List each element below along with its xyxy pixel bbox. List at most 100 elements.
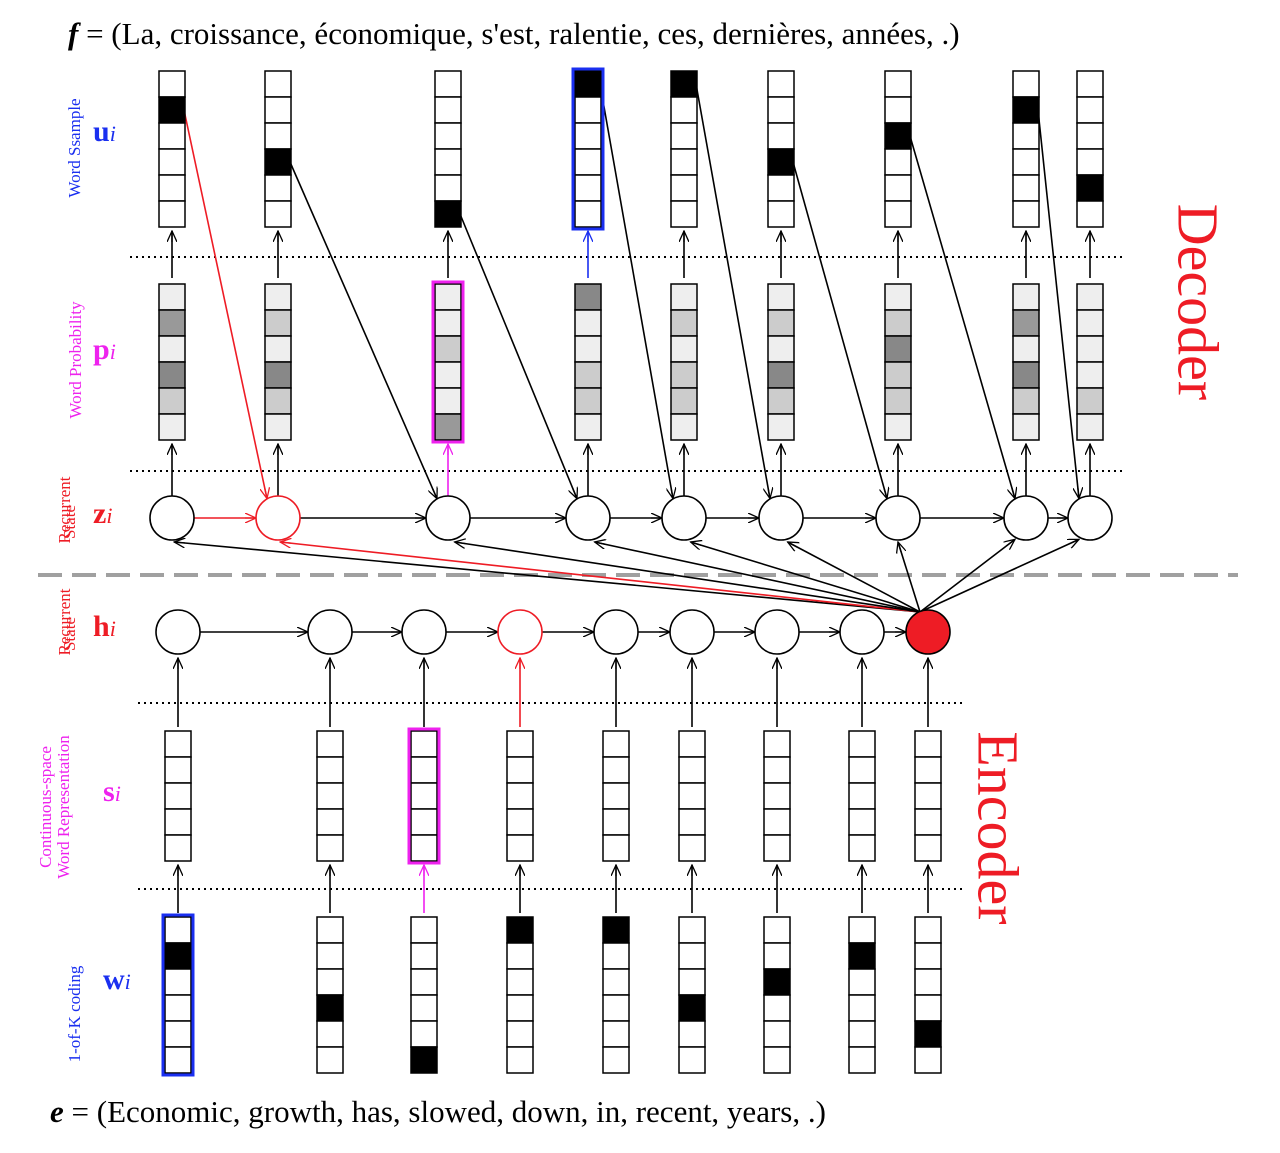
word-sample-vector-cell [264,96,292,124]
word-sample-vector-cell [574,200,602,228]
word-representation-vector-cell [316,782,344,810]
word-probability-vector-cell [434,387,462,415]
word-representation-vector-cell [602,730,630,758]
encoder-state-node [669,609,715,655]
one-of-k-vector [763,916,791,1074]
encoder-state-node [155,609,201,655]
one-of-k-vector-cell [914,942,942,970]
one-of-k-vector-cell [848,1046,876,1074]
word-sample-vector-cell [434,96,462,124]
word-sample-vector-cell [1012,200,1040,228]
one-of-k-vector-cell [316,1020,344,1048]
encoder-state-node [401,609,447,655]
decoder-state-node [255,495,301,541]
word-representation-vector-cell [506,756,534,784]
word-probability-vector-cell [1012,283,1040,311]
word-representation-vector-cell [678,730,706,758]
one-of-k-vector-cell [848,1020,876,1048]
word-sample-vector-cell [1076,200,1104,228]
one-of-k-vector-cell [763,916,791,944]
p-symbol: pi [93,333,116,366]
word-sample-vector-cell [158,70,186,98]
word-probability-vector-cell [767,361,795,389]
word-representation-vector-cell [410,834,438,862]
word-probability-vector-cell [1012,361,1040,389]
one-of-k-vector-cell [410,1046,438,1074]
word-representation-vector-cell [164,782,192,810]
word-sample-label: Word Ssample [65,98,84,198]
one-of-k-vector-cell [602,968,630,996]
context-to-decoder-arrow [455,542,921,613]
word-sample-vector-cell [434,70,462,98]
one-of-k-label: 1-of-K coding [65,965,84,1063]
word-probability-vector-cell [1012,387,1040,415]
decoder-state-node [758,495,804,541]
word-probability-vector-cell [158,413,186,441]
word-probability-vector-cell [1076,309,1104,337]
u-symbol: ui [93,115,116,148]
word-probability-vector-cell [264,335,292,363]
one-of-k-vector-cell [914,916,942,944]
word-sample-vector-cell [574,148,602,176]
one-of-k-vector-cell [763,968,791,996]
encoder-label: Encoder [965,731,1031,925]
word-sample-vector-cell [264,174,292,202]
decoder-state-node [565,495,611,541]
word-probability-vector-cell [884,309,912,337]
word-probability-vector-cell [158,309,186,337]
s-symbol: si [103,775,121,808]
one-of-k-vector-cell [164,968,192,996]
one-of-k-vector-cell [316,1046,344,1074]
word-sample-vector-cell [264,200,292,228]
sample-feedback-arrow [183,109,267,499]
sample-feedback-arrow [1037,109,1079,499]
word-sample-vector-cell [434,200,462,228]
word-sample-vector-cell [1012,174,1040,202]
word-representation-vector [506,730,534,862]
source-sentence-caption: e = (Economic, growth, has, slowed, down… [50,1094,826,1130]
word-representation-vector-cell [602,782,630,810]
continuous-space-label-1: Continuous-space [36,746,55,868]
target-sentence-caption: f = (La, croissance, économique, s'est, … [68,16,960,52]
word-sample-vector-cell [434,122,462,150]
word-probability-vector-cell [670,413,698,441]
word-sample-vector [158,70,186,228]
encoder-state-node [497,609,543,655]
word-probability-vector-cell [767,413,795,441]
word-representation-vector-cell [763,730,791,758]
one-of-k-vector-cell [914,994,942,1022]
word-probability-vector-cell [1076,283,1104,311]
word-probability-vector-cell [1012,309,1040,337]
one-of-k-vector-cell [316,916,344,944]
one-of-k-vector-cell [410,968,438,996]
word-representation-vector-cell [506,782,534,810]
word-sample-vector-cell [158,200,186,228]
word-probability-vector-cell [670,283,698,311]
word-representation-vector-cell [602,756,630,784]
word-probability-vector-cell [767,309,795,337]
word-representation-vector-cell [316,756,344,784]
word-sample-vector [1012,70,1040,228]
word-representation-vector-cell [848,808,876,836]
one-of-k-vector-cell [848,968,876,996]
one-of-k-vector [602,916,630,1074]
word-probability-vector-cell [670,335,698,363]
word-representation-vector-highlight [407,727,441,865]
context-to-decoder-arrow [691,542,921,613]
word-probability-vector-cell [574,387,602,415]
word-sample-vector-cell [1076,96,1104,124]
decoder-state-node [875,495,921,541]
one-of-k-vector-cell [763,1020,791,1048]
continuous-space-label-2: Word Representation [54,735,73,879]
one-of-k-vector-cell [410,916,438,944]
context-to-decoder-arrow [919,539,1015,613]
word-representation-vector [848,730,876,862]
one-of-k-vector-cell [164,1020,192,1048]
one-of-k-vector-cell [763,942,791,970]
word-representation-vector-cell [848,834,876,862]
one-of-k-vector [678,916,706,1074]
word-representation-vector-cell [914,834,942,862]
word-probability-vector [884,283,912,441]
word-sample-vector [1076,70,1104,228]
